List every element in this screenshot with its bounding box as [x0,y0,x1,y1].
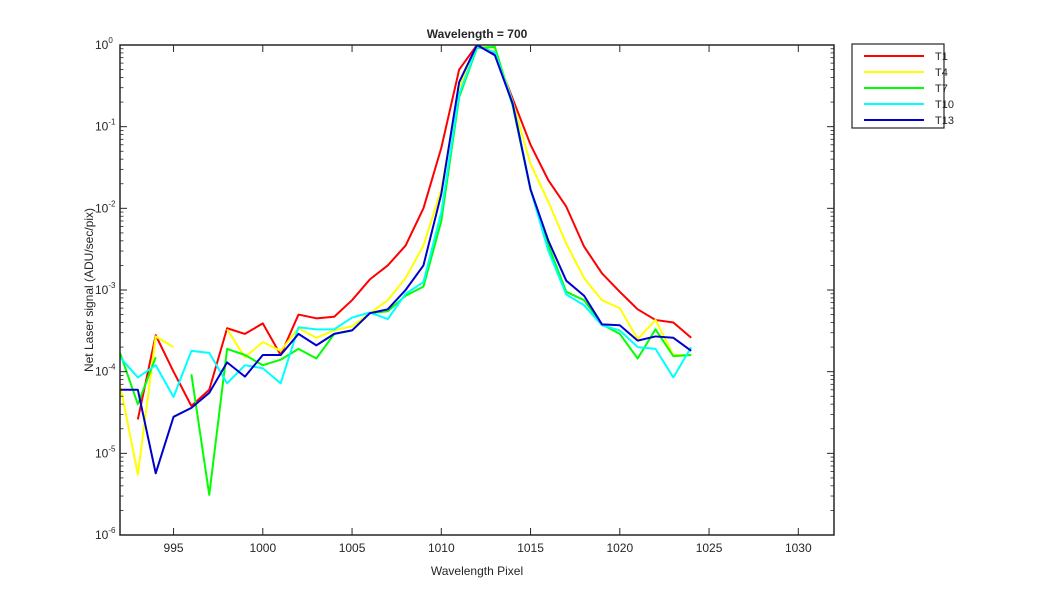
legend: T1 T4 T7 T10 T13 [851,43,954,129]
y-tick-label: 10-5 [95,444,116,460]
legend-box [851,43,945,129]
series-line-t7 [120,352,157,406]
plot-frame [119,44,835,536]
axis-ticks: 995 1000 1005 1010 1015 1020 1025 1030 10-6 10-5 1… [95,36,834,555]
x-tick-label: 1010 [428,541,455,555]
legend-label-t7: T7 [935,83,948,95]
series-t10 [120,45,693,398]
series-line-t13 [120,45,692,475]
series-line-t4 [120,335,175,476]
series-layer [120,45,693,496]
legend-label-t4: T4 [935,67,948,79]
legend-label-t10: T10 [935,99,954,111]
series-t13 [120,45,692,475]
x-tick-label: 1000 [249,541,276,555]
y-tick-label: 10-1 [95,118,116,134]
plot-area [120,45,834,535]
legend-label-t13: T13 [935,115,954,127]
y-tick-label: 10-2 [95,199,116,215]
y-tick-label: 10-4 [95,363,116,379]
chart-title: Wavelength = 700 [427,27,528,41]
series-line-t10 [120,45,693,398]
y-tick-label: 100 [95,36,113,52]
series-t1 [136,45,692,420]
x-axis-label: Wavelength Pixel [431,564,523,578]
legend-label-t1: T1 [935,51,948,63]
x-tick-label: 1015 [517,541,544,555]
series-line-t1 [136,45,692,420]
x-tick-label: 1005 [339,541,366,555]
y-tick-label: 10-6 [95,526,116,542]
x-tick-label: 1020 [606,541,633,555]
x-tick-label: 1030 [785,541,812,555]
x-tick-label: 1025 [696,541,723,555]
y-axis-label: Net Laser signal (ADU/sec/pix) [82,208,96,372]
x-tick-label: 995 [164,541,184,555]
y-tick-label: 10-3 [95,281,116,297]
